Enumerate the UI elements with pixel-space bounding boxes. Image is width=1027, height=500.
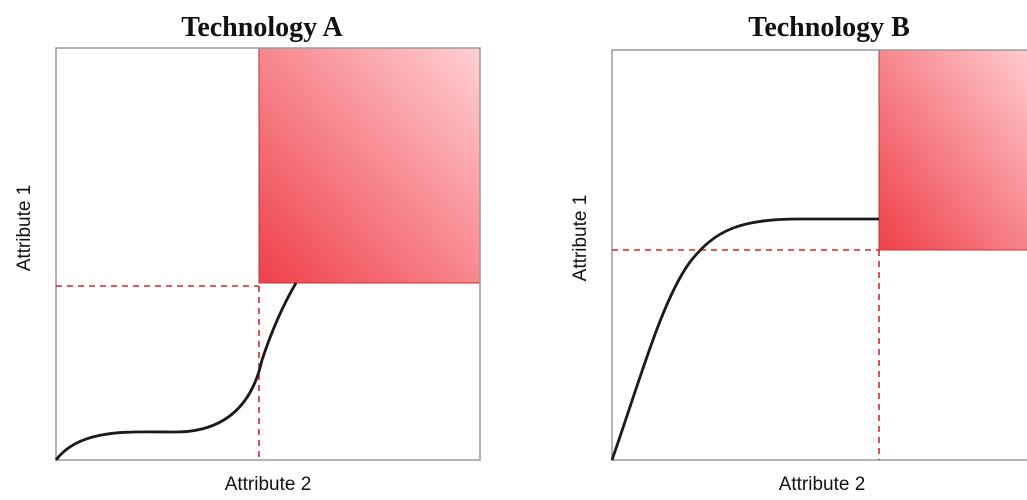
panel-a-plot-frame <box>55 47 481 461</box>
panel-b-target-region <box>878 49 1027 251</box>
panel-a-title: Technology A <box>181 12 343 43</box>
panel-b-y-axis-label: Attribute 1 <box>570 195 591 282</box>
panel-a-target-region <box>258 47 481 284</box>
panel-technology-b: Technology B Attribute 2 Attribute 1 <box>570 12 1027 495</box>
panel-technology-a: Technology A Attribute 2 Attribute 1 <box>14 12 481 495</box>
panel-b-plot-frame <box>611 49 1027 461</box>
panel-b-x-axis-label: Attribute 2 <box>779 474 866 495</box>
panel-a-x-axis-label: Attribute 2 <box>225 474 312 495</box>
panel-b-title: Technology B <box>748 12 910 43</box>
panel-a-y-axis-label: Attribute 1 <box>14 185 35 272</box>
panel-a-performance-curve <box>54 282 298 461</box>
panel-b-performance-curve <box>610 217 879 461</box>
